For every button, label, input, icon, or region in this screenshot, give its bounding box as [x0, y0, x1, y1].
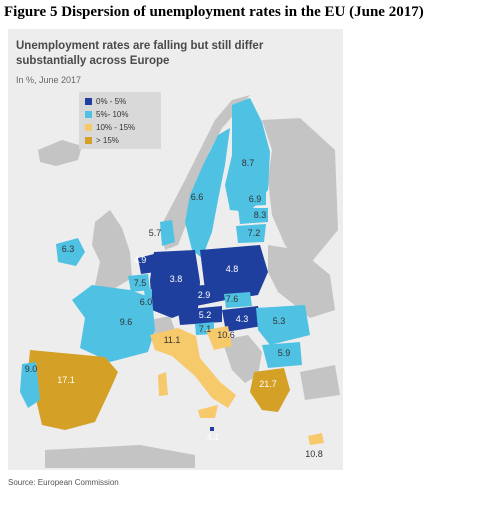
region-croatia — [206, 326, 232, 350]
region-latvia — [238, 208, 268, 224]
region-portugal — [20, 362, 40, 408]
region-luxembourg — [144, 289, 152, 298]
value-label-20: 11.1 — [164, 335, 181, 345]
value-label-1: 6.6 — [191, 192, 204, 202]
region-cyprus — [308, 433, 324, 445]
region-romania — [256, 305, 310, 345]
region-uk — [92, 210, 132, 290]
value-label-4: 7.2 — [248, 228, 261, 238]
legend-item-1: 5%- 10% — [85, 109, 128, 120]
figure-title: Figure 5 Dispersion of unemployment rate… — [4, 4, 424, 20]
value-label-25: 4.1 — [207, 432, 220, 442]
region-switzerland — [150, 316, 175, 334]
region-sicily — [198, 405, 218, 418]
region-finland — [225, 98, 270, 212]
value-label-23: 17.1 — [57, 375, 75, 385]
region-france — [72, 285, 155, 362]
region-norway — [160, 95, 250, 250]
region-italy — [150, 328, 236, 408]
region-hungary — [222, 306, 262, 332]
value-label-12: 2.9 — [198, 290, 211, 300]
legend-item-0: 0% - 5% — [85, 96, 126, 107]
region-belgium — [128, 274, 150, 292]
value-label-15: 5.2 — [199, 310, 212, 320]
legend-item-2: 10% - 15% — [85, 122, 135, 133]
region-czechia — [190, 284, 226, 306]
region-netherlands — [138, 254, 156, 274]
value-label-10: 7.5 — [134, 278, 147, 288]
value-label-3: 8.3 — [254, 210, 267, 220]
region-sweden — [185, 128, 230, 258]
value-label-0: 8.7 — [242, 158, 255, 168]
value-label-8: 3.8 — [170, 274, 183, 284]
map-headline: Unemployment rates are falling but still… — [16, 40, 264, 67]
region-lithuania — [236, 224, 266, 243]
value-label-2: 6.9 — [249, 194, 262, 204]
legend-swatch-0 — [85, 98, 92, 106]
region-austria — [178, 306, 222, 325]
legend-item-3: > 15% — [85, 135, 119, 146]
value-label-26: 10.8 — [305, 449, 323, 459]
region-sardinia — [158, 372, 168, 396]
region-belarus-ukraine — [268, 245, 335, 318]
value-label-6: 6.3 — [62, 244, 75, 254]
region-greece — [250, 368, 290, 412]
value-label-24: 21.7 — [259, 379, 277, 389]
value-label-9: 4.8 — [226, 264, 239, 274]
region-russia — [262, 118, 338, 270]
region-bulgaria — [262, 342, 302, 368]
source-note: Source: European Commission — [8, 478, 119, 487]
region-ireland — [56, 238, 85, 266]
region-spain — [28, 350, 118, 430]
region-germany — [150, 250, 200, 318]
value-label-7: 4.9 — [134, 255, 147, 265]
map-subtitle: In %, June 2017 — [16, 75, 82, 85]
value-label-22: 9.0 — [25, 364, 38, 374]
region-malta — [210, 427, 214, 431]
region-estonia — [244, 190, 266, 206]
value-label-13: 7.6 — [226, 294, 239, 304]
value-label-14: 9.6 — [120, 317, 133, 327]
region-slovakia — [224, 292, 252, 308]
region-north-africa — [45, 445, 195, 468]
value-label-11: 6.0 — [140, 297, 153, 307]
legend-swatch-2 — [85, 124, 92, 132]
region-balkans — [222, 335, 262, 383]
region-denmark — [160, 220, 175, 246]
value-label-21: 5.9 — [278, 348, 291, 358]
value-label-16: 4.3 — [236, 314, 249, 324]
value-label-5: 5.7 — [149, 228, 162, 238]
region-iceland — [38, 140, 82, 166]
legend-swatch-3 — [85, 137, 92, 145]
region-turkey — [300, 365, 340, 400]
value-label-18: 7.1 — [199, 324, 212, 334]
legend-swatch-1 — [85, 111, 92, 119]
map-legend: 0% - 5% 5%- 10% 10% - 15% > 15% — [79, 92, 161, 149]
value-label-17: 5.3 — [273, 316, 286, 326]
value-label-19: 10.6 — [217, 330, 235, 340]
